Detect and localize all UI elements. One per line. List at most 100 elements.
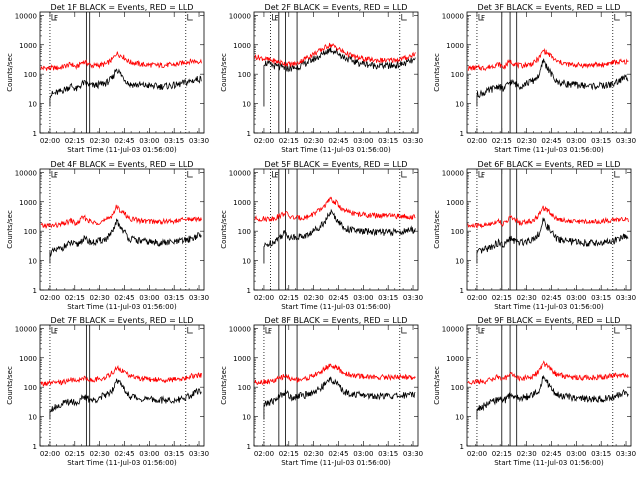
x-tick-label: 03:30 xyxy=(403,294,423,302)
y-tick-label: 10000 xyxy=(442,169,464,177)
y-tick-label: 10 xyxy=(28,414,37,422)
x-tick-label: 03:15 xyxy=(164,450,184,458)
segment-bracket-mark xyxy=(478,171,484,178)
y-tick-label: 10000 xyxy=(15,12,37,20)
x-axis-label: Start Time (11-Jul-03 01:56:00) xyxy=(67,459,177,467)
corner-label: F xyxy=(481,14,485,22)
panel-title: Det 4F BLACK = Events, RED = LLD xyxy=(51,160,194,169)
x-tick-label: 02:00 xyxy=(40,137,60,145)
y-tick-label: 10000 xyxy=(229,325,251,333)
plot-frame xyxy=(466,11,632,134)
x-tick-label: 03:00 xyxy=(353,137,373,145)
x-tick-label: 02:00 xyxy=(467,294,487,302)
segment-bracket-mark xyxy=(614,327,620,334)
panel-det-8: Det 8F BLACK = Events, RED = LLD 1 10 100 10… xyxy=(220,316,423,467)
x-tick-label: 02:30 xyxy=(517,137,537,145)
panel-grid: Det 1F BLACK = Events, RED = LLD11010010… xyxy=(6,3,636,467)
x-tick-label: 03:00 xyxy=(139,294,159,302)
x-tick-label: 02:15 xyxy=(279,450,299,458)
segment-bracket-mark xyxy=(265,327,271,334)
events-series-line xyxy=(49,218,202,264)
x-axis-label: Start Time (11-Jul-03 01:56:00) xyxy=(281,459,391,467)
x-tick-label: 02:30 xyxy=(517,450,537,458)
x-tick-label: 02:00 xyxy=(254,294,274,302)
events-series-line xyxy=(263,47,416,107)
panel-det-7: Det 7F BLACK = Events, RED = LLD 1 10 100 10… xyxy=(6,316,209,467)
y-tick-label: 100 xyxy=(451,71,464,79)
x-tick-label: 02:45 xyxy=(541,294,561,302)
corner-label: F xyxy=(481,327,485,335)
x-tick-label: 03:00 xyxy=(353,450,373,458)
panel-det-1: Det 1F BLACK = Events, RED = LLD 1 10 100 10… xyxy=(6,3,209,154)
events-series-line xyxy=(476,374,629,420)
x-tick-label: 03:30 xyxy=(189,450,209,458)
x-tick-label: 02:00 xyxy=(40,450,60,458)
y-tick-label: 100 xyxy=(24,71,37,79)
y-tick-label: 10000 xyxy=(442,325,464,333)
y-tick-label: 10 xyxy=(455,101,464,109)
x-tick-label: 02:30 xyxy=(517,294,537,302)
y-tick-label: 10 xyxy=(455,414,464,422)
y-axis-label: Counts/sec xyxy=(433,210,441,249)
x-tick-label: 03:30 xyxy=(616,450,636,458)
lld-series-line xyxy=(254,363,416,385)
segment-bracket-mark xyxy=(51,327,57,334)
panel-det-6: Det 6F BLACK = Events, RED = LLD 1 10 100 10… xyxy=(433,160,636,311)
x-tick-label: 02:15 xyxy=(279,294,299,302)
y-tick-label: 1 xyxy=(460,287,464,295)
x-tick-label: 03:15 xyxy=(164,137,184,145)
panel-det-2: Det 2F BLACK = Events, RED = LLD 1 10 100 10… xyxy=(220,3,423,154)
y-tick-label: 10000 xyxy=(15,169,37,177)
plot-frame xyxy=(253,11,419,134)
x-axis-label: Start Time (11-Jul-03 01:56:00) xyxy=(281,146,391,154)
x-tick-label: 03:30 xyxy=(189,294,209,302)
y-tick-label: 10 xyxy=(242,414,251,422)
y-axis-label: Counts/sec xyxy=(220,210,228,249)
x-axis-label: Start Time (11-Jul-03 01:56:00) xyxy=(67,146,177,154)
x-tick-label: 02:15 xyxy=(492,450,512,458)
x-tick-label: 02:15 xyxy=(65,294,85,302)
y-tick-label: 10000 xyxy=(229,169,251,177)
y-tick-label: 100 xyxy=(238,384,251,392)
x-tick-label: 02:30 xyxy=(90,294,110,302)
corner-label: F xyxy=(54,327,58,335)
segment-bracket-mark xyxy=(51,14,57,21)
y-tick-label: 1 xyxy=(460,443,464,451)
panel-title: Det 6F BLACK = Events, RED = LLD xyxy=(478,160,621,169)
x-tick-label: 02:30 xyxy=(90,450,110,458)
y-tick-label: 100 xyxy=(24,384,37,392)
lld-series-line xyxy=(254,42,416,68)
segment-bracket-mark xyxy=(51,171,57,178)
x-tick-label: 03:00 xyxy=(566,294,586,302)
lld-series-line xyxy=(40,51,202,71)
panel-title: Det 8F BLACK = Events, RED = LLD xyxy=(265,316,408,325)
segment-bracket-mark xyxy=(187,327,193,334)
plot-frame xyxy=(39,11,205,134)
x-tick-label: 02:00 xyxy=(254,137,274,145)
events-series-line xyxy=(476,217,629,264)
segment-bracket-mark xyxy=(614,14,620,21)
lld-series-line xyxy=(40,364,202,387)
corner-label: F xyxy=(275,171,279,179)
x-tick-label: 02:45 xyxy=(541,137,561,145)
y-tick-label: 1 xyxy=(247,130,251,138)
segment-bracket-mark xyxy=(401,14,407,21)
y-axis-label: Counts/sec xyxy=(433,366,441,405)
plot-frame xyxy=(466,324,632,447)
panel-title: Det 9F BLACK = Events, RED = LLD xyxy=(478,316,621,325)
x-tick-label: 03:15 xyxy=(378,294,398,302)
x-tick-label: 03:15 xyxy=(591,137,611,145)
plot-frame xyxy=(466,168,632,291)
x-tick-label: 02:15 xyxy=(65,450,85,458)
y-tick-label: 100 xyxy=(24,228,37,236)
y-tick-label: 1 xyxy=(33,130,37,138)
y-tick-label: 1000 xyxy=(19,42,37,50)
lld-series-line xyxy=(254,196,416,223)
x-tick-label: 02:30 xyxy=(304,137,324,145)
x-tick-label: 02:00 xyxy=(40,294,60,302)
x-axis-label: Start Time (11-Jul-03 01:56:00) xyxy=(281,303,391,311)
x-tick-label: 02:45 xyxy=(328,450,348,458)
x-tick-label: 02:45 xyxy=(114,450,134,458)
y-tick-label: 1000 xyxy=(233,355,251,363)
y-axis-label: Counts/sec xyxy=(6,53,14,92)
